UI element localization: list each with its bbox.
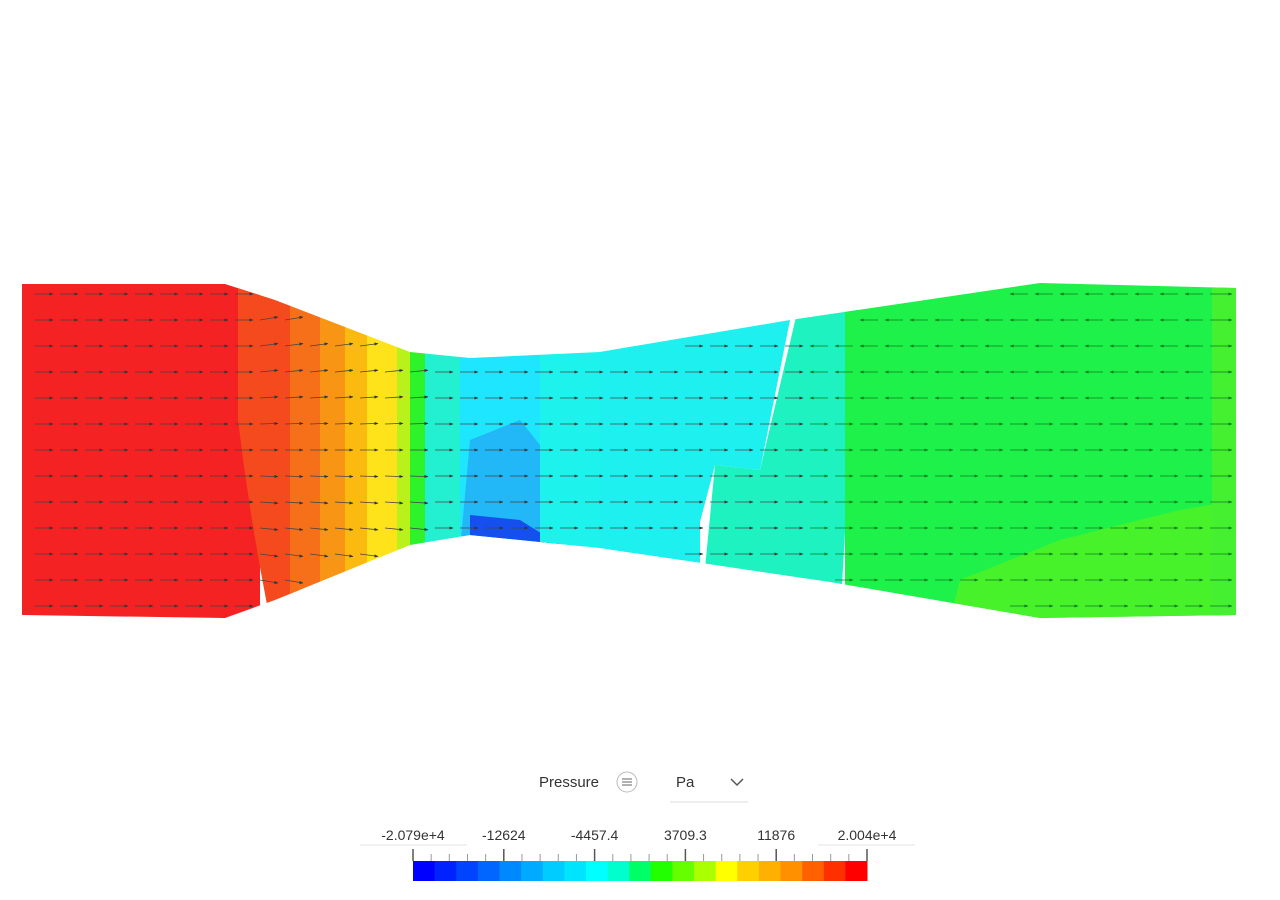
vector: [259, 527, 279, 532]
vector: [409, 527, 429, 532]
vector: [409, 501, 429, 505]
vector: [309, 474, 329, 479]
colorbar: -2.079e+4 -12624 -4457.4 3709.3 11876 2.004e+…: [381, 827, 897, 881]
colorbar-segment: [715, 861, 738, 881]
vector: [359, 474, 379, 479]
vector: [359, 553, 379, 558]
colorbar-segment: [564, 861, 587, 881]
vector: [309, 553, 329, 558]
vector: [259, 474, 279, 479]
vector: [259, 395, 279, 399]
vector: [284, 527, 304, 532]
colorbar-label: -2.079e+4: [381, 827, 445, 843]
vector: [284, 501, 304, 505]
menu-icon: [622, 778, 632, 786]
vector: [359, 421, 379, 426]
vector: [259, 342, 279, 347]
vector: [284, 553, 304, 558]
vector: [359, 527, 379, 532]
vector: [409, 395, 429, 399]
vector: [384, 474, 404, 479]
colorbar-segment: [456, 861, 479, 881]
vector: [334, 474, 354, 479]
vector: [259, 501, 279, 505]
vector: [284, 342, 304, 347]
colorbar-segment: [477, 861, 500, 881]
vector: [259, 579, 279, 584]
colorbar-segment: [521, 861, 544, 881]
vector: [409, 368, 429, 373]
colorbar-segment: [629, 861, 652, 881]
vector: [384, 368, 404, 373]
chevron: [730, 778, 744, 787]
colorbar-segment: [607, 861, 630, 881]
colorbar-label: -12624: [482, 827, 526, 843]
vector: [284, 395, 304, 399]
vector: [359, 342, 379, 347]
colorbar-label: 11876: [757, 827, 795, 843]
velocity-vectors: [35, 292, 1233, 608]
vector: [334, 395, 354, 399]
vector: [284, 579, 304, 584]
colorbar-segment: [737, 861, 760, 881]
vector: [359, 368, 379, 373]
legend-title: Pressure: [539, 774, 599, 791]
vector: [284, 316, 304, 321]
colorbar-segment: [802, 861, 825, 881]
vector: [409, 421, 429, 426]
vector: [409, 474, 429, 479]
colorbar-segment: [780, 861, 803, 881]
colorbar-label: 3709.3: [664, 827, 707, 843]
vector: [284, 421, 304, 426]
colorbar-segment: [542, 861, 565, 881]
vector: [359, 395, 379, 399]
vector: [309, 342, 329, 347]
colorbar-segment: [845, 861, 868, 881]
vector: [334, 501, 354, 505]
colorbar-segment: [650, 861, 673, 881]
vector: [259, 553, 279, 558]
vector: [334, 368, 354, 373]
vector: [384, 421, 404, 426]
vector: [309, 368, 329, 373]
vector: [384, 501, 404, 505]
vector: [334, 527, 354, 532]
colorbar-label: 2.004e+4: [838, 827, 897, 843]
vector: [259, 368, 279, 373]
vector: [309, 527, 329, 532]
vector: [309, 395, 329, 399]
vector: [334, 342, 354, 347]
colorbar-segment: [434, 861, 457, 881]
vector: [259, 316, 279, 321]
colorbar-label: -4457.4: [571, 827, 619, 843]
colorbar-segment: [758, 861, 782, 881]
vector: [309, 421, 329, 426]
colorbar-segment: [672, 861, 695, 881]
vector: [334, 421, 354, 426]
colorbar-segment: [823, 861, 846, 881]
vector: [309, 501, 329, 505]
vector: [384, 527, 404, 532]
colorbar-segment: [694, 861, 717, 881]
vector: [334, 553, 354, 558]
colorbar-segment: [585, 861, 609, 881]
colorbar-segment: [413, 861, 436, 881]
vector: [259, 421, 279, 426]
unit-select[interactable]: Pa: [676, 774, 695, 791]
vector: [284, 474, 304, 479]
vector: [284, 368, 304, 373]
vector: [384, 395, 404, 399]
colorbar-segment: [499, 861, 522, 881]
vector: [359, 501, 379, 505]
